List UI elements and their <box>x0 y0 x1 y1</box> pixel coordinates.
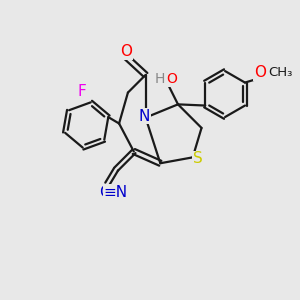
Text: O: O <box>167 72 178 86</box>
Text: C: C <box>99 185 110 200</box>
Text: O: O <box>254 65 266 80</box>
Text: CH₃: CH₃ <box>268 66 292 80</box>
Text: ≡N: ≡N <box>103 185 127 200</box>
Text: F: F <box>77 84 86 99</box>
Text: S: S <box>193 151 203 166</box>
Text: O: O <box>120 44 132 59</box>
Text: H: H <box>154 72 165 86</box>
Text: N: N <box>138 109 150 124</box>
